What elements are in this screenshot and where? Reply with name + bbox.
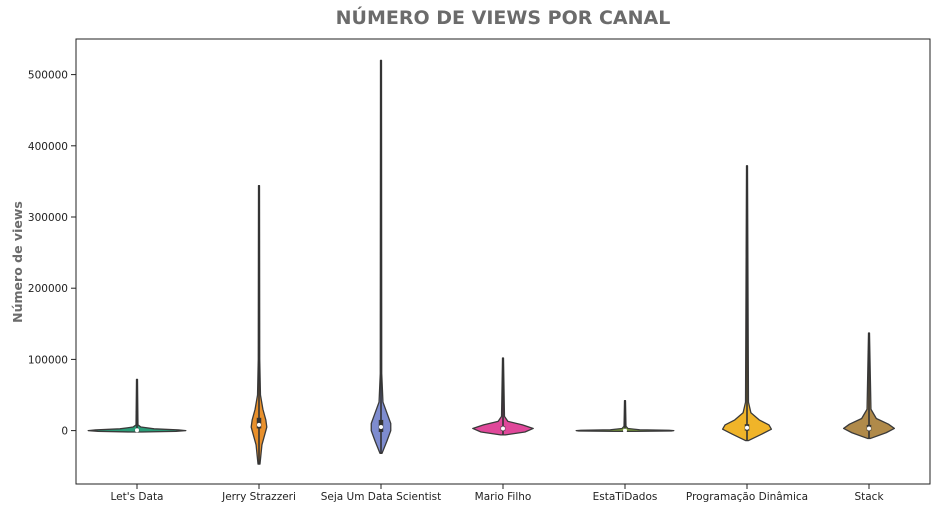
x-tick-label: Let's Data [110,491,163,503]
violin-median [745,425,749,430]
x-tick-label: EstaTiDados [593,491,658,503]
y-tick-label: 200000 [28,283,68,295]
x-tick-label: Programação Dinâmica [686,491,808,503]
y-tick-label: 500000 [28,70,68,82]
x-tick-label: Stack [854,491,884,503]
violin-median [135,428,139,433]
plot-area: 0 100000 200000 300000 400000 500000 Let's Dat… [28,38,931,503]
violin-median [257,422,261,427]
violin-median [867,426,871,431]
x-tick-label: Seja Um Data Scientist [321,491,442,503]
violin-median [379,425,383,430]
chart-title: NÚMERO DE VIEWS POR CANAL [336,5,671,29]
y-tick-label: 300000 [28,212,68,224]
y-axis-label: Número de views [10,201,25,323]
x-tick-label: Jerry Strazzeri [221,491,296,503]
violin-median [623,428,627,433]
y-tick-label: 100000 [28,354,68,366]
y-tick-label: 0 [61,426,68,438]
violin-median [501,426,505,431]
x-tick-label: Mario Filho [475,491,532,503]
y-tick-label: 400000 [28,141,68,153]
